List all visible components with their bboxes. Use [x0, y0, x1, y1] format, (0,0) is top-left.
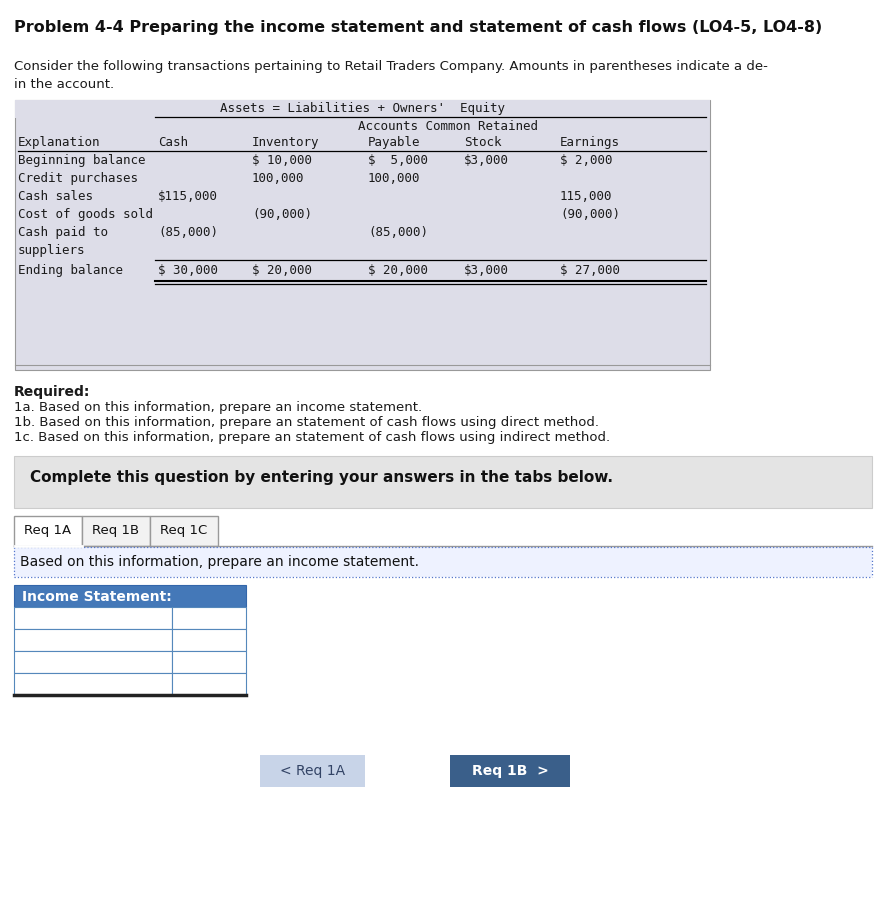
- Text: Inventory: Inventory: [252, 136, 320, 149]
- Text: $ 30,000: $ 30,000: [158, 264, 218, 277]
- Text: Req 1B: Req 1B: [93, 524, 140, 537]
- Text: $ 2,000: $ 2,000: [560, 154, 612, 167]
- Text: 1a. Based on this information, prepare an income statement.: 1a. Based on this information, prepare a…: [14, 401, 422, 414]
- Bar: [14, 456, 872, 508]
- Bar: [82, 516, 150, 546]
- Bar: [172, 651, 246, 673]
- Text: (85,000): (85,000): [158, 226, 218, 239]
- Bar: [450, 755, 570, 787]
- Text: Assets = Liabilities + Owners'  Equity: Assets = Liabilities + Owners' Equity: [220, 102, 505, 115]
- Text: $3,000: $3,000: [464, 264, 509, 277]
- Bar: [172, 607, 246, 629]
- Text: Problem 4-4 Preparing the income statement and statement of cash flows (LO4-5, L: Problem 4-4 Preparing the income stateme…: [14, 20, 822, 35]
- Text: Cash paid to: Cash paid to: [18, 226, 108, 239]
- Text: $ 20,000: $ 20,000: [252, 264, 312, 277]
- Text: Credit purchases: Credit purchases: [18, 172, 138, 185]
- Text: Explanation: Explanation: [18, 136, 101, 149]
- Bar: [14, 607, 172, 629]
- Bar: [260, 755, 365, 787]
- Text: 1c. Based on this information, prepare an statement of cash flows using indirect: 1c. Based on this information, prepare a…: [14, 431, 611, 444]
- Text: Req 1B  >: Req 1B >: [472, 764, 548, 778]
- Text: $115,000: $115,000: [158, 190, 218, 203]
- Bar: [14, 547, 872, 577]
- Text: Consider the following transactions pertaining to Retail Traders Company. Amount: Consider the following transactions pert…: [14, 60, 768, 73]
- Text: in the account.: in the account.: [14, 78, 114, 91]
- Bar: [15, 100, 710, 118]
- Bar: [150, 516, 218, 546]
- Text: Required:: Required:: [14, 385, 91, 399]
- Text: Beginning balance: Beginning balance: [18, 154, 145, 167]
- Text: Ending balance: Ending balance: [18, 264, 123, 277]
- Text: Based on this information, prepare an income statement.: Based on this information, prepare an in…: [20, 555, 419, 569]
- Bar: [172, 673, 246, 695]
- Text: (90,000): (90,000): [560, 208, 620, 221]
- Text: 100,000: 100,000: [252, 172, 304, 185]
- Bar: [14, 585, 246, 607]
- Text: Cost of goods sold: Cost of goods sold: [18, 208, 153, 221]
- Text: 100,000: 100,000: [368, 172, 420, 185]
- Text: $ 20,000: $ 20,000: [368, 264, 428, 277]
- Text: (85,000): (85,000): [368, 226, 428, 239]
- Text: Income Statement:: Income Statement:: [22, 590, 172, 604]
- Text: Cash: Cash: [158, 136, 188, 149]
- Text: Complete this question by entering your answers in the tabs below.: Complete this question by entering your …: [30, 470, 613, 485]
- Bar: [14, 629, 172, 651]
- Bar: [15, 100, 710, 370]
- Text: $ 10,000: $ 10,000: [252, 154, 312, 167]
- Text: Stock: Stock: [464, 136, 501, 149]
- Text: Req 1A: Req 1A: [24, 524, 71, 537]
- Text: suppliers: suppliers: [18, 244, 85, 257]
- Bar: [14, 651, 172, 673]
- Text: $3,000: $3,000: [464, 154, 509, 167]
- Text: Cash sales: Cash sales: [18, 190, 93, 203]
- Text: (90,000): (90,000): [252, 208, 312, 221]
- Text: $ 27,000: $ 27,000: [560, 264, 620, 277]
- Text: < Req 1A: < Req 1A: [280, 764, 345, 778]
- Text: Earnings: Earnings: [560, 136, 620, 149]
- Text: 1b. Based on this information, prepare an statement of cash flows using direct m: 1b. Based on this information, prepare a…: [14, 416, 599, 429]
- Bar: [14, 516, 82, 546]
- Bar: [14, 673, 172, 695]
- Bar: [172, 629, 246, 651]
- Text: Payable: Payable: [368, 136, 420, 149]
- Text: 115,000: 115,000: [560, 190, 612, 203]
- Text: Accounts Common Retained: Accounts Common Retained: [358, 120, 538, 133]
- Text: $  5,000: $ 5,000: [368, 154, 428, 167]
- Text: Req 1C: Req 1C: [160, 524, 207, 537]
